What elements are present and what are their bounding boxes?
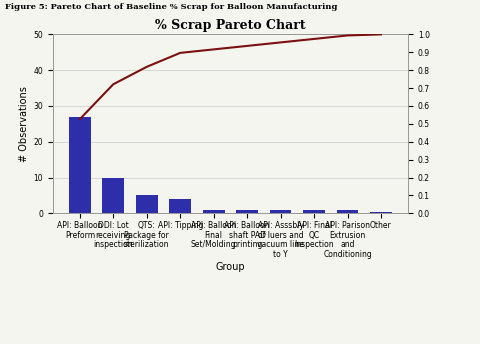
- Bar: [169, 199, 191, 213]
- Bar: [370, 212, 392, 213]
- X-axis label: Group: Group: [216, 262, 245, 272]
- Bar: [270, 210, 291, 213]
- Bar: [69, 117, 91, 213]
- Bar: [236, 210, 258, 213]
- Bar: [102, 178, 124, 213]
- Bar: [136, 195, 157, 213]
- Bar: [303, 210, 325, 213]
- Text: Figure 5: Pareto Chart of Baseline % Scrap for Balloon Manufacturing: Figure 5: Pareto Chart of Baseline % Scr…: [5, 3, 337, 11]
- Title: % Scrap Pareto Chart: % Scrap Pareto Chart: [155, 19, 306, 32]
- Y-axis label: # Observations: # Observations: [19, 86, 29, 162]
- Bar: [203, 210, 225, 213]
- Bar: [336, 210, 359, 213]
